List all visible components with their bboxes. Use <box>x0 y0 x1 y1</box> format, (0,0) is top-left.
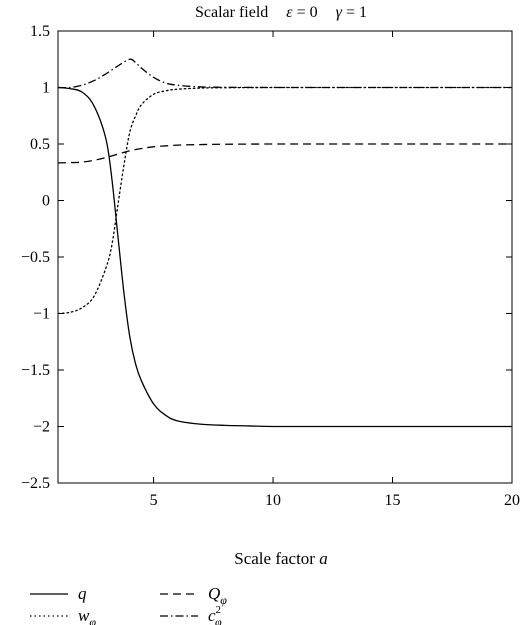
y-tick-label: −0.5 <box>21 249 50 266</box>
chart-title: Scalar field ε = 0 γ = 1 <box>195 4 367 21</box>
series-layer <box>58 58 512 428</box>
x-axis-label-var: a <box>319 549 328 568</box>
title-gamma-value: = 1 <box>346 4 367 21</box>
series-line-w <box>58 86 512 315</box>
series-line-Q <box>58 143 512 164</box>
y-tick-label: −2 <box>33 419 50 436</box>
y-tick-label: 0 <box>42 193 50 210</box>
y-tick-label: −1 <box>33 306 50 323</box>
title-epsilon-value: = 0 <box>297 4 318 21</box>
legend-label: wφ <box>78 606 96 625</box>
y-tick-label: 0.5 <box>30 136 50 153</box>
series-line-c2 <box>58 58 512 89</box>
x-axis-label: Scale factor a <box>234 549 327 568</box>
plot-area: 5 10 15 20 1.5 1 0.5 0 −0.5 −1 −1.5 −2 −2.5 <box>21 23 520 509</box>
y-tick-label: −1.5 <box>21 362 50 379</box>
x-tick-label: 5 <box>150 492 158 509</box>
plot-frame <box>57 30 513 484</box>
title-epsilon: ε <box>286 4 293 21</box>
x-tick-label: 15 <box>385 492 401 509</box>
x-axis-label-text: Scale factor <box>234 549 319 568</box>
ticks-layer: 5 10 15 20 1.5 1 0.5 0 −0.5 −1 −1.5 −2 −2.5 <box>21 23 520 509</box>
legend-label: c2 φ <box>208 604 222 625</box>
series-line-q <box>58 86 512 428</box>
title-prefix: Scalar field <box>195 4 268 21</box>
title-gamma: γ <box>336 4 343 21</box>
y-tick-label: 1 <box>42 80 50 97</box>
legend-label: q <box>78 584 87 603</box>
legend-label: Qφ <box>208 584 227 607</box>
x-tick-label: 20 <box>504 492 520 509</box>
x-tick-label: 10 <box>265 492 281 509</box>
y-tick-label: −2.5 <box>21 475 50 492</box>
y-tick-label: 1.5 <box>30 23 50 40</box>
